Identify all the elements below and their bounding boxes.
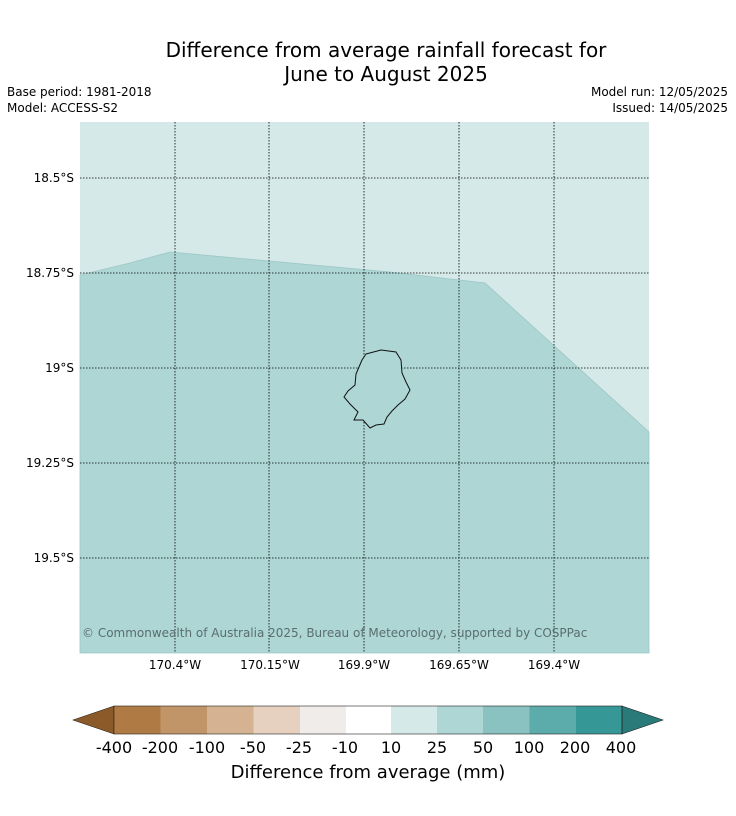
rainfall-region-25-50 [79, 251, 650, 654]
colorbar-seg-11 [576, 706, 622, 734]
colorbar-label: Difference from average (mm) [230, 762, 506, 783]
lat-label-18-5: 18.5°S [33, 171, 74, 185]
colorbar-seg-8 [437, 706, 483, 734]
island-outline [343, 349, 411, 429]
colorbar-tick: 50 [472, 738, 494, 757]
lat-label-19-25: 19.25°S [26, 456, 74, 470]
meta-left: Base period: 1981-2018 Model: ACCESS-S2 [7, 84, 152, 116]
issued-date: Issued: 14/05/2025 [612, 101, 728, 115]
lat-label-18-75: 18.75°S [26, 266, 74, 280]
title-line-1: Difference from average rainfall forecas… [165, 38, 607, 62]
colorbar-seg-1 [114, 706, 161, 734]
colorbar-seg-6 [346, 706, 391, 734]
colorbar-tick: -25 [285, 738, 313, 757]
colorbar-tick: 25 [426, 738, 448, 757]
base-period: Base period: 1981-2018 [7, 85, 152, 99]
colorbar-tick: 10 [380, 738, 402, 757]
colorbar-seg-3 [207, 706, 254, 734]
colorbar-seg-4 [253, 706, 300, 734]
colorbar-tick: 400 [605, 738, 637, 757]
map-title: Difference from average rainfall forecas… [0, 38, 736, 86]
colorbar-seg-7 [391, 706, 437, 734]
colorbar-seg-2 [160, 706, 207, 734]
colorbar-tick: -10 [331, 738, 359, 757]
model-name: Model: ACCESS-S2 [7, 101, 119, 115]
lat-label-19-5: 19.5°S [33, 551, 74, 565]
meta-right: Model run: 12/05/2025 Issued: 14/05/2025 [591, 84, 728, 116]
colorbar-tick: -400 [95, 738, 133, 757]
copyright-credit: © Commonwealth of Australia 2025, Bureau… [82, 626, 588, 640]
gridlines [80, 122, 649, 653]
title-line-2: June to August 2025 [284, 62, 488, 86]
lon-label-170-4: 170.4°W [148, 658, 202, 672]
colorbar-seg-10 [529, 706, 576, 734]
colorbar-frame [113, 705, 623, 735]
lon-label-169-9: 169.9°W [337, 658, 391, 672]
colorbar-extend-high [621, 705, 664, 735]
lon-label-169-65: 169.65°W [429, 658, 489, 672]
lon-label-169-4: 169.4°W [527, 658, 581, 672]
colorbar-tick: 200 [559, 738, 591, 757]
colorbar [72, 705, 664, 735]
colorbar-tick: 100 [513, 738, 545, 757]
colorbar-seg-5 [300, 706, 346, 734]
lat-label-19: 19°S [45, 361, 74, 375]
colorbar-tick: -100 [188, 738, 226, 757]
colorbar-tick: -50 [239, 738, 267, 757]
colorbar-tick: -200 [141, 738, 179, 757]
model-run: Model run: 12/05/2025 [590, 85, 728, 99]
lon-label-170-15: 170.15°W [240, 658, 300, 672]
colorbar-extend-low [72, 705, 115, 735]
colorbar-seg-9 [483, 706, 530, 734]
